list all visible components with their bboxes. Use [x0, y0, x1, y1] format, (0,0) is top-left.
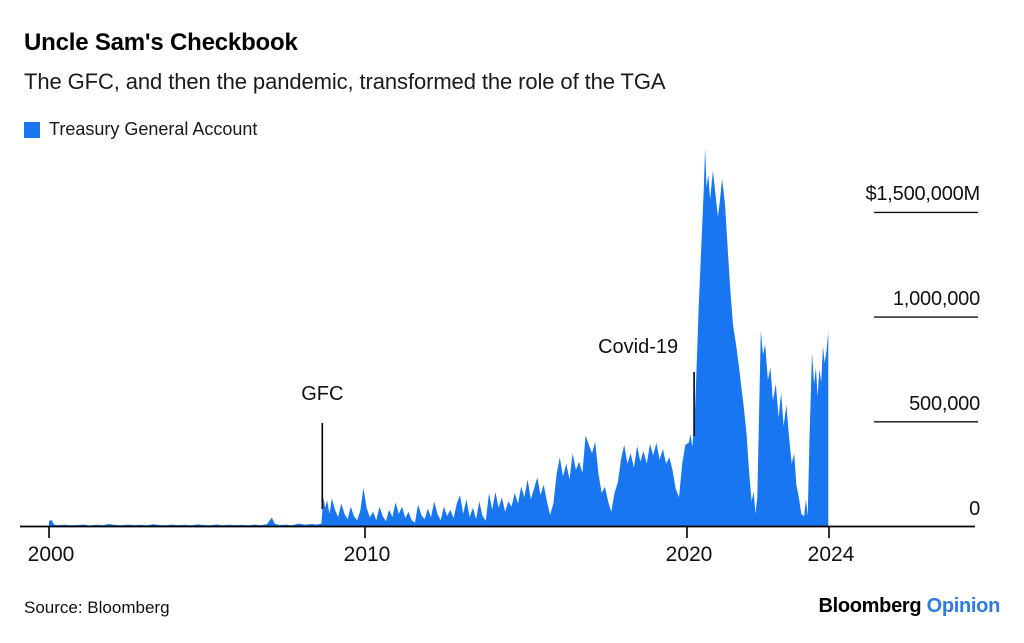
annotation-lines	[321, 372, 695, 509]
y-tick-label: 1,000,000	[892, 288, 980, 311]
x-axis-ticks	[48, 526, 830, 538]
y-axis-tick-lines	[874, 211, 978, 423]
legend-label: Treasury General Account	[49, 119, 258, 139]
y-tick-label: $1,500,000M	[865, 183, 980, 206]
annotation-gfc-label: GFC	[301, 383, 344, 405]
chart-subtitle: The GFC, and then the pandemic, transfor…	[24, 69, 666, 94]
x-tick-label: 2020	[665, 543, 713, 566]
x-tick-label: 2010	[343, 543, 391, 566]
legend: Treasury General Account	[24, 119, 257, 140]
x-tick-label: 2000	[27, 543, 75, 566]
y-tick-label: 500,000	[909, 392, 980, 415]
source-credit: Source: Bloomberg	[24, 598, 170, 617]
chart-title: Uncle Sam's Checkbook	[24, 29, 298, 56]
logo-brand-text: Bloomberg	[818, 595, 922, 617]
legend-swatch-icon	[24, 121, 40, 138]
bloomberg-opinion-logo: Bloomberg Opinion	[818, 595, 1000, 618]
logo-division-text: Opinion	[926, 595, 1001, 617]
tga-area-series	[49, 147, 829, 527]
annotation-covid-label: Covid-19	[598, 336, 679, 358]
x-tick-label: 2024	[807, 543, 855, 566]
y-tick-label: 0	[969, 497, 980, 520]
